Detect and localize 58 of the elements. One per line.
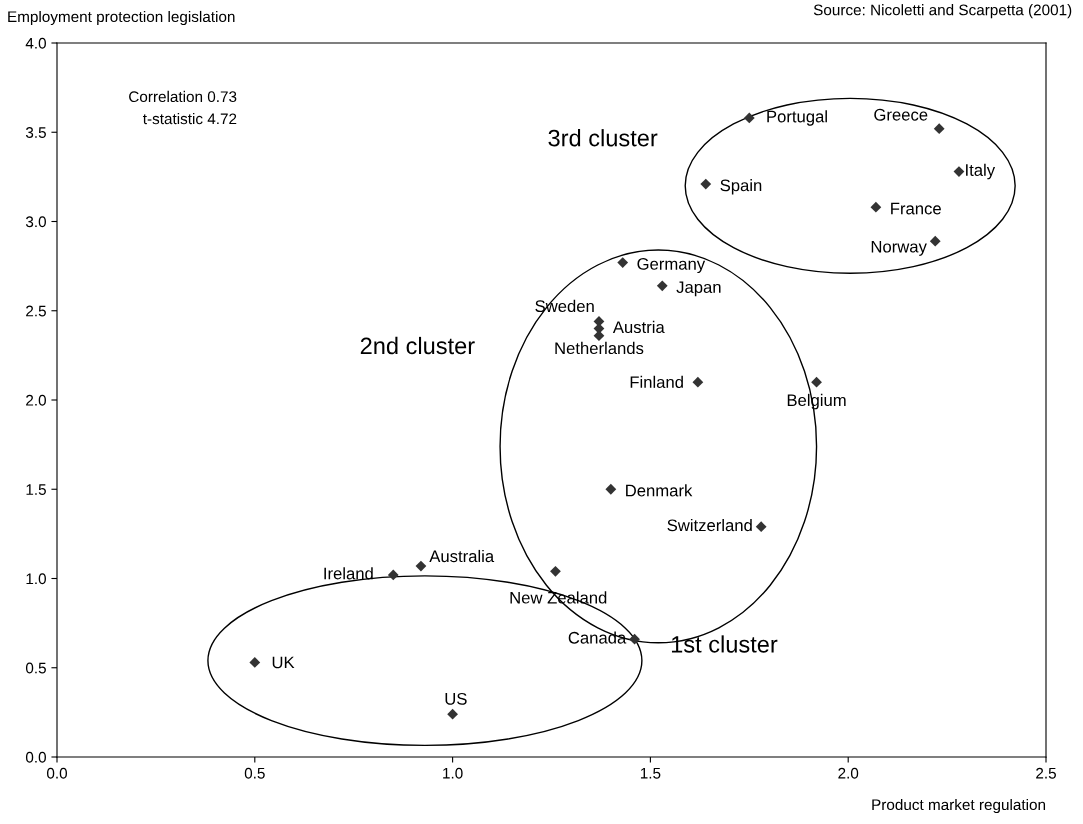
annotation: Spain [720, 179, 762, 195]
x-tick-label: 2.0 [838, 767, 859, 779]
annotation: Austria [612, 320, 665, 334]
x-tick-label: 1.5 [640, 767, 661, 779]
annotation: Denmark [626, 484, 693, 497]
x-tick-label: 0.0 [46, 767, 68, 779]
point [743, 112, 755, 124]
annotation: Finland [630, 375, 683, 389]
annotation: Italy [966, 163, 996, 180]
y-tick-label: 0.5 [25, 662, 46, 674]
point [656, 280, 668, 292]
annotation: 3rd cluster [548, 129, 658, 147]
y-tick-label: 2.5 [26, 305, 46, 317]
point [415, 560, 427, 572]
x-tick-label: 0.5 [244, 767, 265, 779]
annotation: 1st cluster [671, 635, 778, 653]
y-tick-label: 3.5 [25, 127, 46, 138]
point [755, 521, 767, 533]
point [692, 376, 704, 388]
annotation: France [891, 202, 941, 215]
point [929, 235, 941, 247]
point [249, 657, 261, 668]
point [870, 201, 882, 213]
annotation: t-statistic 4.72 [142, 112, 237, 125]
annotation: Germany [637, 258, 706, 274]
point [811, 376, 822, 388]
annotation: Japan [676, 281, 721, 297]
x-tick-label: 1.0 [443, 767, 463, 779]
annotation: Portugal [767, 110, 827, 126]
annotation: Norway [871, 240, 927, 256]
point [605, 483, 617, 495]
point [550, 565, 561, 577]
annotation: Australia [429, 549, 495, 563]
point [933, 123, 945, 135]
annotation: Netherlands [555, 341, 644, 355]
y-tick-label: 0.0 [25, 751, 46, 763]
y-tick-label: 4.0 [25, 37, 46, 49]
annotation: 2nd cluster [360, 336, 475, 355]
x-axis-title: Product market regulation [872, 798, 1046, 814]
annotation: UK [272, 656, 295, 669]
y-tick-label: 2.0 [26, 394, 46, 406]
y-tick-label: 1.5 [26, 484, 46, 495]
annotation: Ireland [324, 567, 373, 580]
annotation: Correlation 0.73 [129, 90, 237, 103]
point [629, 633, 640, 645]
x-tick-label: 2.5 [1036, 767, 1056, 779]
point [700, 178, 712, 190]
y-axis-title: Employment protection legislation [8, 10, 235, 26]
y-tick-label: 1.0 [26, 573, 46, 585]
annotation: Canada [568, 631, 627, 644]
annotation: Greece [874, 108, 928, 121]
source-note: Source: Nicoletti and Scarpetta (2001) [813, 4, 1072, 19]
point [617, 257, 629, 268]
annotation: US [445, 692, 467, 705]
annotation: Switzerland [667, 518, 752, 532]
point [387, 569, 399, 581]
point [447, 708, 458, 720]
y-tick-label: 3.0 [25, 216, 46, 228]
